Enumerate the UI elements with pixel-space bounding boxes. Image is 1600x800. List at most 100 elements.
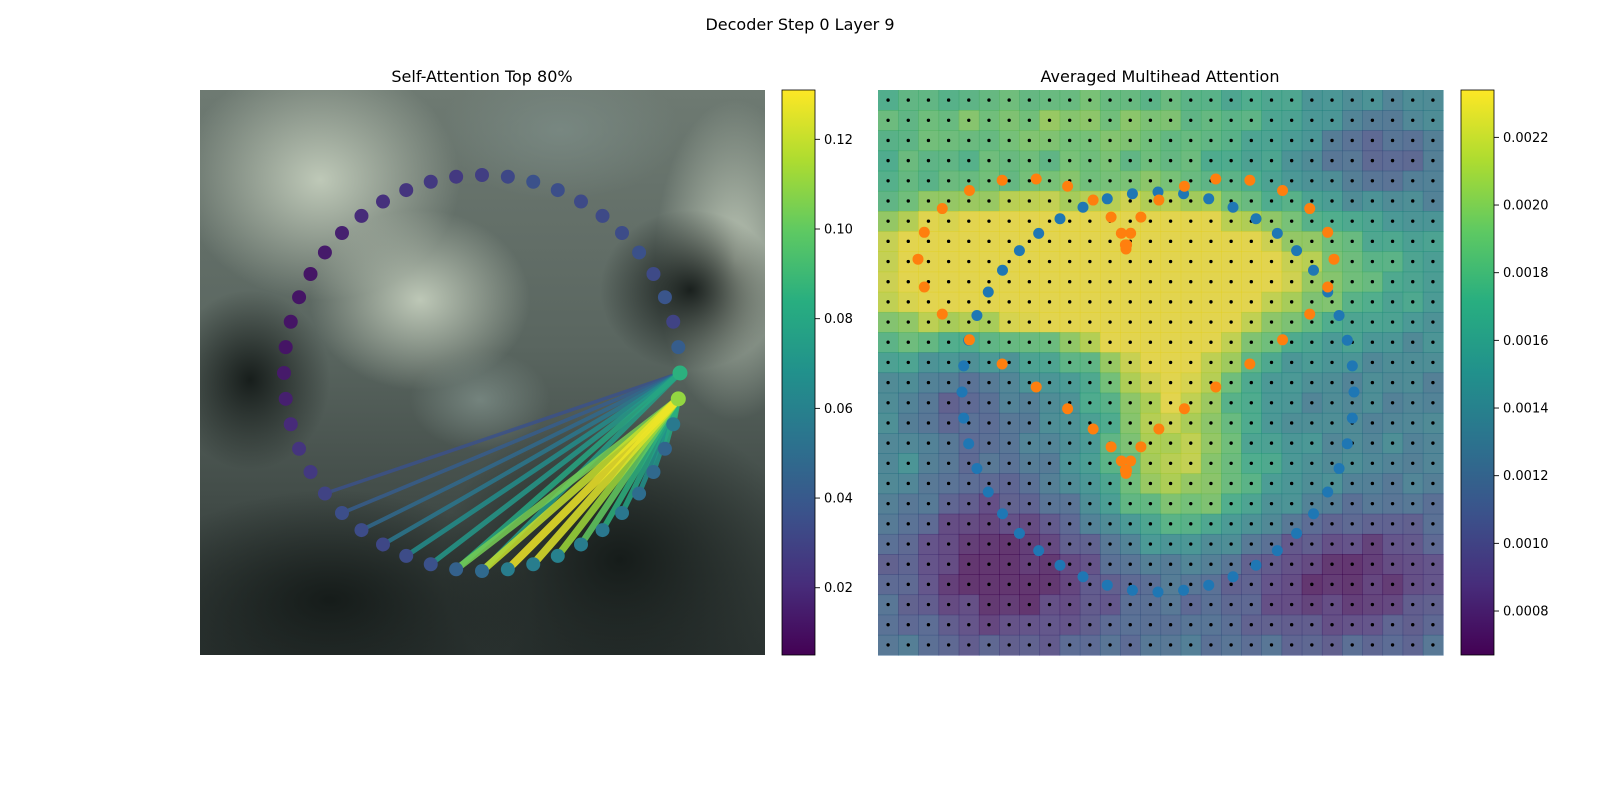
grid-dot (1431, 380, 1435, 385)
grid-dot (1068, 158, 1072, 163)
ring-point (475, 168, 489, 182)
grid-dot (987, 118, 991, 122)
attention-edge (503, 394, 683, 574)
orange-point (1210, 173, 1222, 185)
grid-dot (1411, 481, 1415, 486)
grid-dot (926, 542, 931, 546)
grid-dot (1249, 280, 1254, 284)
grid-dot (1148, 441, 1153, 445)
grid-dot (1350, 98, 1354, 102)
grid-dot (1209, 461, 1213, 465)
grid-dot (1310, 219, 1314, 223)
grid-dot (1269, 179, 1274, 183)
grid-dot (1148, 542, 1153, 546)
grid-dot (1189, 623, 1193, 627)
grid-dot (1289, 158, 1294, 163)
attention-edge (380, 370, 683, 547)
grid-dot (1390, 179, 1395, 183)
grid-dot (1108, 118, 1112, 122)
grid-dot (1209, 623, 1213, 627)
grid-dot (1007, 562, 1011, 566)
grid-dot (1027, 421, 1032, 425)
panel-title-multihead: Averaged Multihead Attention (1041, 67, 1280, 86)
blue-point (1291, 245, 1303, 257)
grid-dot (926, 501, 931, 506)
ring-point (303, 267, 318, 281)
grid-dot (1370, 219, 1375, 223)
colorbar-tick-label: 0.0022 (1503, 131, 1549, 146)
grid-dot (1229, 158, 1233, 163)
grid-dot (1189, 138, 1193, 143)
grid-dot (1027, 280, 1032, 284)
grid-dot (1269, 562, 1274, 566)
ring-point (334, 506, 349, 521)
grid-dot (1350, 501, 1354, 506)
grid-dot (1411, 401, 1415, 405)
ring-point (595, 208, 610, 223)
grid-dot (1189, 461, 1193, 465)
grid-dot (1431, 158, 1435, 163)
grid-dot (1249, 441, 1254, 445)
grid-dot (1350, 320, 1354, 324)
grid-dot (1390, 360, 1395, 365)
grid-dot (1431, 320, 1435, 324)
grid-dot (946, 158, 951, 163)
grid-dot (1108, 239, 1112, 244)
grid-dot (1249, 542, 1254, 546)
grid-dot (926, 239, 931, 244)
grid-dot (1007, 360, 1011, 365)
grid-dot (926, 199, 931, 203)
grid-dot (1370, 461, 1375, 465)
orange-point (996, 358, 1008, 370)
grid-dot (1047, 219, 1052, 223)
grid-dot (926, 118, 931, 122)
grid-dot (1310, 320, 1314, 324)
grid-dot (906, 118, 910, 122)
grid-dot (1108, 280, 1112, 284)
grid-dot (1370, 259, 1375, 264)
grid-dot (1068, 138, 1072, 143)
colorbar-gradient (781, 89, 816, 656)
grid-dot (1168, 380, 1173, 385)
grid-dot (1249, 582, 1254, 587)
grid-dot (1128, 259, 1132, 264)
grid-dot (987, 481, 991, 486)
grid-dot (946, 199, 951, 203)
grid-dot (1269, 421, 1274, 425)
grid-dot (1330, 522, 1334, 526)
grid-dot (1209, 118, 1213, 122)
grid-dot (1229, 401, 1233, 405)
grid-dot (1007, 259, 1011, 264)
grid-dot (1330, 158, 1334, 163)
grid-dot (1269, 158, 1274, 163)
blue-point (997, 264, 1008, 276)
ring-point (646, 267, 661, 281)
grid-dot (1390, 239, 1395, 244)
grid-dot (967, 461, 971, 465)
ring-point (671, 340, 686, 355)
grid-dot (1189, 239, 1193, 244)
grid-dot (1128, 643, 1132, 647)
grid-dot (1007, 542, 1011, 546)
grid-dot (1310, 461, 1314, 465)
grid-dot (1390, 623, 1395, 627)
grid-dot (1249, 118, 1254, 122)
grid-dot (967, 481, 971, 486)
grid-dot (1168, 522, 1173, 526)
grid-dot (1229, 481, 1233, 486)
ring-point (672, 365, 688, 381)
grid-dot (1370, 501, 1375, 506)
blue-point (1203, 579, 1215, 591)
grid-dot (926, 602, 931, 607)
grid-dot (1330, 501, 1334, 506)
grid-dot (1370, 602, 1375, 607)
grid-dot (1047, 98, 1052, 102)
grid-dot (1047, 340, 1052, 344)
colorbar-tick-label: 0.04 (824, 492, 853, 507)
grid-dot (1007, 643, 1011, 647)
grid-dot (1229, 380, 1233, 385)
grid-dot (1330, 98, 1334, 102)
grid-dot (1431, 643, 1435, 647)
grid-dot (1189, 441, 1193, 445)
grid-dot (1269, 522, 1274, 526)
